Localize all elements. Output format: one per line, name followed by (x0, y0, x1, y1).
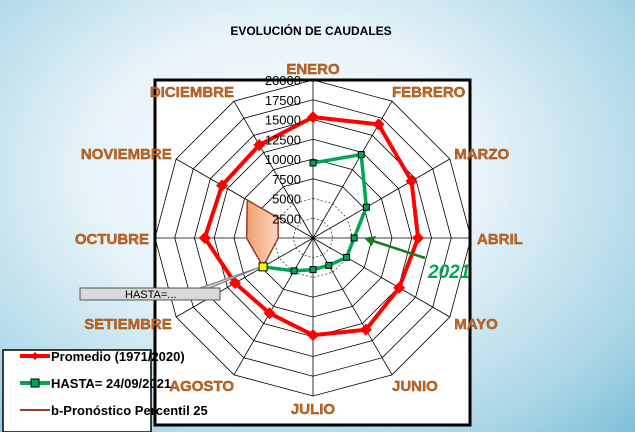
promedio-point (229, 277, 242, 290)
hasta-point (290, 267, 298, 275)
hasta-point (309, 159, 317, 167)
callout-box[interactable] (79, 287, 221, 301)
tick-label: 7500 (272, 172, 301, 187)
legend-pronostico: b-Pronóstico Percentil 25 (51, 403, 208, 418)
year-annotation: 2021 (364, 236, 470, 283)
promedio-point (307, 111, 319, 124)
category-label: OCTUBRE (75, 231, 149, 248)
tick-label: 12500 (265, 132, 301, 147)
promedio-point (393, 281, 406, 294)
year-label: 2021 (427, 262, 470, 283)
promedio-point (359, 323, 372, 336)
category-label: DICIEMBRE (150, 84, 234, 101)
arrowhead-icon (364, 236, 376, 246)
category-label: JULIO (291, 401, 336, 418)
grid-spoke (233, 237, 314, 376)
legend-box (2, 349, 152, 432)
tick-label: 15000 (265, 113, 301, 128)
callout[interactable]: HASTA=... (79, 266, 261, 301)
grid-spoke (312, 237, 451, 318)
hasta-last-point (258, 262, 268, 272)
chart-title: EVOLUCIÓN DE CAUDALES (230, 23, 391, 38)
grid-spoke (312, 237, 393, 376)
legend: Promedio (1971/2020) HASTA= 24/09/2021 b… (2, 349, 208, 432)
grid-spoke (175, 158, 314, 239)
promedio-point (216, 179, 229, 192)
promedio-point (198, 232, 211, 244)
tick-label: 20000 (265, 73, 301, 88)
promedio-point (307, 329, 319, 342)
category-label: ENERO (286, 61, 340, 78)
legend-promedio-1: Promedio (1971/2020) (51, 349, 185, 364)
category-label: MAYO (454, 316, 498, 333)
tick-label: 17500 (265, 93, 301, 108)
promedio-point (372, 118, 385, 131)
plot-area (153, 78, 472, 427)
category-label: AGOSTO (169, 378, 234, 395)
hasta-point (362, 203, 370, 211)
grid-spoke (175, 237, 314, 318)
category-label: MARZO (454, 146, 509, 163)
year-arrow (369, 238, 426, 260)
legend-marker-hasta (30, 378, 40, 388)
category-label: ABRIL (477, 231, 523, 248)
category-label: FEBRERO (392, 84, 466, 101)
promedio-point (253, 138, 266, 151)
hasta-point (309, 266, 317, 274)
legend-marker-promedio (31, 352, 39, 360)
category-label: JUNIO (392, 378, 438, 395)
callout-text: HASTA=... (125, 289, 176, 301)
category-label: NOVIEMBRE (81, 146, 172, 163)
category-label: SETIEMBRE (84, 316, 172, 333)
hasta-point (325, 261, 333, 269)
promedio-point (412, 232, 425, 244)
promedio-point (405, 175, 418, 188)
hasta-point (350, 234, 358, 242)
tick-label: 10000 (265, 152, 301, 167)
legend-promedio: Promedio (1971/2020) (51, 349, 185, 364)
hasta-point (343, 253, 351, 261)
promedio-point (263, 307, 276, 320)
grid-spoke (233, 100, 314, 239)
legend-hasta: HASTA= 24/09/2021 (51, 376, 171, 391)
grid-spoke (312, 158, 451, 239)
tick-label: 2500 (272, 211, 301, 226)
pronostico-area (245, 198, 295, 272)
hasta-point (357, 151, 365, 159)
tick-label: 5000 (272, 192, 301, 207)
